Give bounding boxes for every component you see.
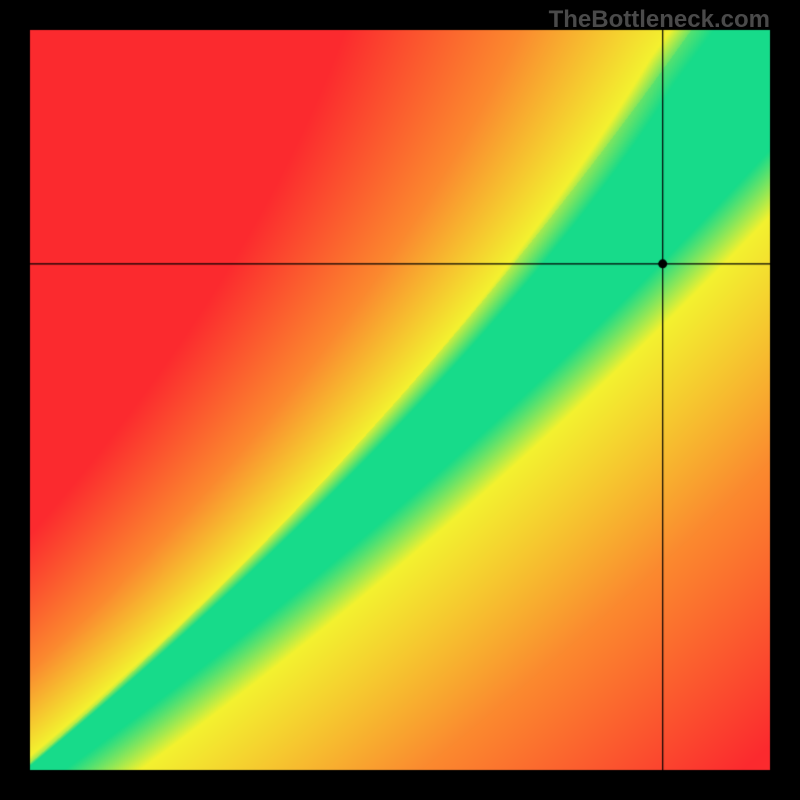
watermark-text: TheBottleneck.com (549, 6, 770, 34)
bottleneck-heatmap (0, 0, 800, 800)
chart-container: TheBottleneck.com (0, 0, 800, 800)
